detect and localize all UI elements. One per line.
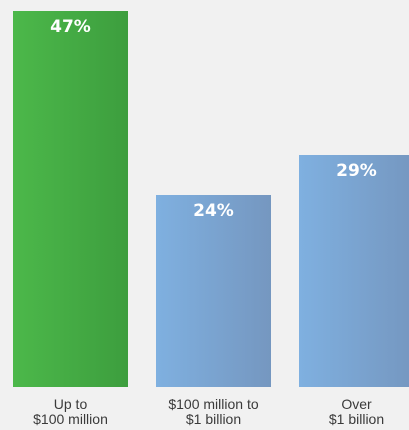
value-labels-group: 47% 24% 29% bbox=[50, 17, 377, 221]
category-labels-group: Up to $100 million $100 million to $1 billi… bbox=[33, 396, 384, 427]
category-label-1: Up to $100 million bbox=[33, 396, 108, 427]
bar-value-label-3: 29% bbox=[336, 161, 377, 181]
bars-group bbox=[13, 11, 409, 387]
category-label-3: Over $1 billion bbox=[329, 396, 384, 427]
bar-2 bbox=[156, 195, 271, 387]
bar-value-label-2: 24% bbox=[193, 201, 234, 221]
bar-3 bbox=[299, 155, 409, 387]
category-label-2: $100 million to $1 billion bbox=[168, 396, 258, 427]
bar-1 bbox=[13, 11, 128, 387]
bar-value-label-1: 47% bbox=[50, 17, 91, 37]
